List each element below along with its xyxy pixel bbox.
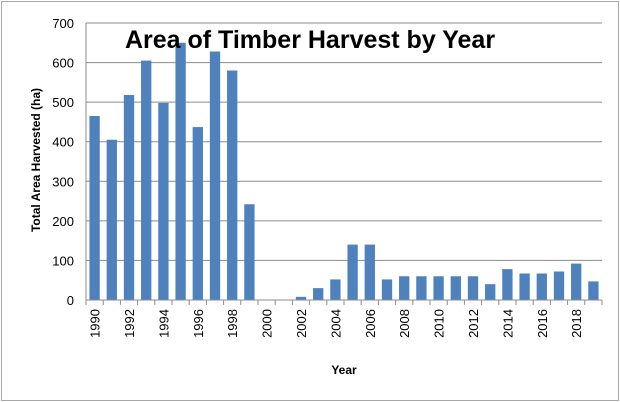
bar-2015 (519, 273, 530, 300)
bar-1994 (158, 102, 169, 301)
x-tick-label: 2008 (397, 309, 412, 338)
bar-1993 (141, 60, 152, 301)
y-tick-label: 700 (52, 16, 74, 31)
bar-1997 (209, 51, 221, 300)
x-tick-label: 2014 (500, 309, 515, 338)
bar-2013 (485, 284, 496, 300)
bar-2010 (433, 276, 444, 300)
bar-2019 (588, 281, 599, 300)
bar-2008 (399, 276, 410, 300)
y-tick-label: 500 (52, 95, 74, 110)
y-tick-label: 200 (52, 214, 74, 229)
x-tick-label: 1996 (191, 309, 206, 338)
x-tick-label: 2010 (432, 309, 447, 338)
x-tick-label: 2016 (535, 309, 550, 338)
bars (89, 42, 599, 301)
y-tick-label: 0 (67, 293, 74, 308)
y-tick-label: 300 (52, 174, 74, 189)
bar-1996 (192, 127, 203, 300)
bar-2009 (416, 276, 427, 300)
bar-1999 (244, 204, 255, 300)
bar-1995 (175, 42, 186, 300)
x-tick-label: 2002 (294, 309, 309, 338)
bar-2006 (364, 244, 375, 300)
bar-2017 (553, 271, 565, 300)
x-tick-label: 1994 (156, 309, 171, 338)
bar-2012 (467, 276, 479, 300)
y-tick-label: 400 (52, 135, 74, 150)
bar-2007 (381, 279, 393, 300)
x-tick-label: 1992 (122, 309, 137, 338)
bar-2004 (330, 279, 341, 300)
bar-1992 (123, 95, 135, 301)
bar-1991 (106, 139, 117, 300)
bar-2014 (502, 269, 513, 300)
x-tick-label: 1990 (88, 309, 103, 338)
x-tick-label: 2000 (260, 309, 275, 338)
chart-title: Area of Timber Harvest by Year (125, 26, 495, 54)
bar-1998 (227, 70, 238, 301)
x-axis-title: Year (331, 363, 357, 377)
y-tick-label: 600 (52, 56, 74, 71)
bar-2016 (536, 273, 547, 300)
x-tick-labels: 1990 1992 1994 1996 1998 2000 2002 2004 2006 2008… (88, 309, 585, 338)
gridlines (86, 22, 602, 261)
axes (85, 23, 603, 305)
bar-2005 (347, 244, 358, 300)
bar-1990 (89, 115, 100, 301)
x-tick-label: 2004 (328, 309, 343, 338)
bar-2011 (450, 276, 461, 300)
y-tick-label: 100 (52, 253, 74, 268)
bar-2018 (571, 263, 582, 300)
y-tick-labels: 0 100 200 300 400 500 600 700 (52, 16, 74, 308)
x-tick-label: 2012 (466, 309, 481, 338)
y-axis-title: Total Area Harvested (ha) (29, 88, 43, 232)
x-tick-label: 2018 (569, 309, 584, 338)
x-tick-label: 2006 (363, 309, 378, 338)
bar-2002 (295, 296, 307, 300)
x-tick-label: 1998 (225, 309, 240, 338)
bar-2003 (313, 288, 324, 300)
